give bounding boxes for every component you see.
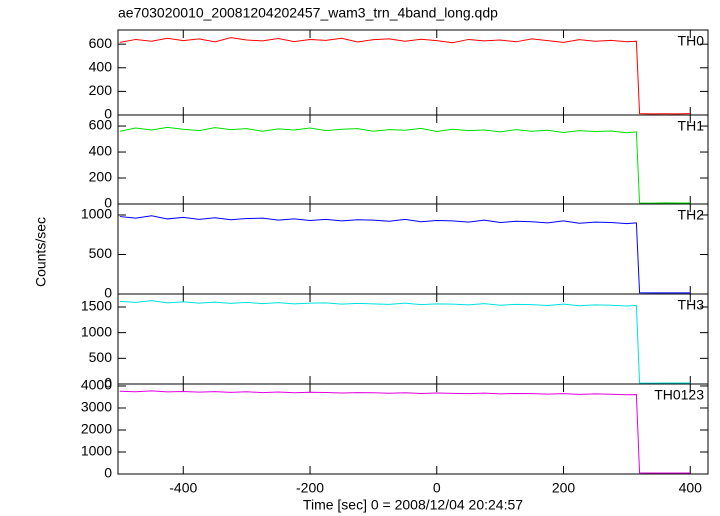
x-tick-label: -400	[169, 480, 197, 496]
y-tick-label: 1000	[81, 206, 112, 222]
series-line	[119, 37, 691, 115]
y-tick-label: 0	[104, 195, 112, 211]
x-tick-label: 200	[552, 480, 576, 496]
series-label: TH3	[678, 297, 705, 313]
y-tick-label: 1000	[81, 443, 112, 459]
y-axis-label: Counts/sec	[33, 217, 49, 287]
y-tick-label: 500	[89, 349, 113, 365]
series-line	[119, 300, 691, 384]
series-label: TH0	[678, 33, 705, 49]
panel-frame	[117, 383, 709, 475]
series-line	[119, 390, 691, 474]
series-label: TH1	[678, 118, 705, 134]
y-tick-label: 0	[104, 106, 112, 122]
y-tick-label: 0	[104, 465, 112, 481]
y-tick-label: 200	[89, 82, 113, 98]
y-tick-label: 400	[89, 143, 113, 159]
y-tick-label: 400	[89, 58, 113, 74]
series-label: TH2	[678, 207, 705, 223]
y-tick-label: 0	[104, 285, 112, 301]
panel-frame	[117, 29, 709, 116]
y-tick-label: 0	[104, 375, 112, 391]
y-tick-label: 600	[89, 35, 113, 51]
panel-frame	[117, 293, 709, 385]
series-line	[119, 126, 691, 204]
x-tick-label: -200	[296, 480, 324, 496]
y-tick-label: 500	[89, 245, 113, 261]
series-label: TH0123	[654, 387, 704, 403]
y-tick-label: 1500	[81, 298, 112, 314]
y-tick-label: 3000	[81, 399, 112, 415]
y-tick-label: 4000	[81, 377, 112, 393]
panel-frame	[117, 114, 709, 205]
x-tick-label: 0	[433, 480, 441, 496]
y-tick-label: 2000	[81, 421, 112, 437]
chart-title: ae703020010_20081204202457_wam3_trn_4ban…	[118, 5, 498, 21]
y-tick-label: 600	[89, 117, 113, 133]
y-tick-label: 1000	[81, 323, 112, 339]
panel-frame	[117, 203, 709, 295]
x-tick-label: 400	[679, 480, 703, 496]
x-axis-label: Time [sec] 0 = 2008/12/04 20:24:57	[303, 497, 523, 513]
series-line	[119, 215, 691, 294]
y-tick-label: 200	[89, 169, 113, 185]
